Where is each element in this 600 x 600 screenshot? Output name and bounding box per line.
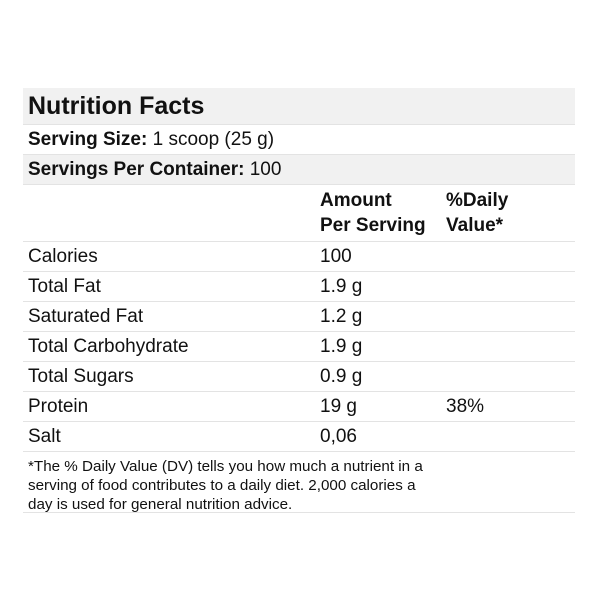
column-header-row: Amount Per Serving %Daily Value* — [23, 185, 575, 242]
nutrition-facts-panel: Nutrition Facts Serving Size: 1 scoop (2… — [23, 88, 575, 513]
serving-size-value: 1 scoop (25 g) — [152, 128, 275, 150]
nutrient-name: Protein — [28, 395, 89, 417]
nutrient-row: Protein 19 g 38% — [23, 392, 575, 422]
nutrient-name: Salt — [28, 425, 61, 447]
servings-per-container-label: Servings Per Container: — [28, 158, 245, 180]
nutrient-name: Calories — [28, 245, 98, 267]
nutrient-name: Total Carbohydrate — [28, 335, 189, 357]
dv-header-line1: %Daily — [446, 190, 509, 211]
nutrient-amount: 1.2 g — [320, 305, 363, 327]
amount-header-line1: Amount — [320, 190, 392, 211]
daily-value-column-header: %Daily Value* — [446, 188, 575, 238]
nutrition-facts-title-row: Nutrition Facts — [23, 88, 575, 125]
nutrient-amount: 100 — [320, 245, 352, 267]
nutrition-facts-title: Nutrition Facts — [28, 91, 205, 120]
dv-header-line2: Value* — [446, 215, 504, 236]
serving-size-row: Serving Size: 1 scoop (25 g) — [23, 125, 575, 155]
servings-per-container-value: 100 — [249, 158, 282, 180]
nutrient-name: Total Fat — [28, 275, 101, 297]
nutrient-amount: 0,06 — [320, 425, 357, 447]
nutrient-daily-value: 38% — [446, 395, 485, 417]
nutrient-amount: 1.9 g — [320, 335, 363, 357]
nutrient-amount: 0.9 g — [320, 365, 363, 387]
nutrient-name: Saturated Fat — [28, 305, 144, 327]
servings-per-container-row: Servings Per Container: 100 — [23, 155, 575, 185]
nutrient-amount: 19 g — [320, 395, 357, 417]
serving-size-label: Serving Size: — [28, 128, 148, 150]
daily-value-footnote: *The % Daily Value (DV) tells you how mu… — [28, 458, 423, 513]
nutrient-row: Salt 0,06 — [23, 422, 575, 452]
amount-column-header: Amount Per Serving — [320, 188, 446, 238]
nutrient-row: Total Fat 1.9 g — [23, 272, 575, 302]
nutrient-name: Total Sugars — [28, 365, 134, 387]
footnote-row: *The % Daily Value (DV) tells you how mu… — [23, 452, 575, 513]
nutrient-row: Saturated Fat 1.2 g — [23, 302, 575, 332]
nutrient-row: Calories 100 — [23, 242, 575, 272]
nutrient-amount: 1.9 g — [320, 275, 363, 297]
nutrient-row: Total Sugars 0.9 g — [23, 362, 575, 392]
nutrient-row: Total Carbohydrate 1.9 g — [23, 332, 575, 362]
amount-header-line2: Per Serving — [320, 215, 426, 236]
